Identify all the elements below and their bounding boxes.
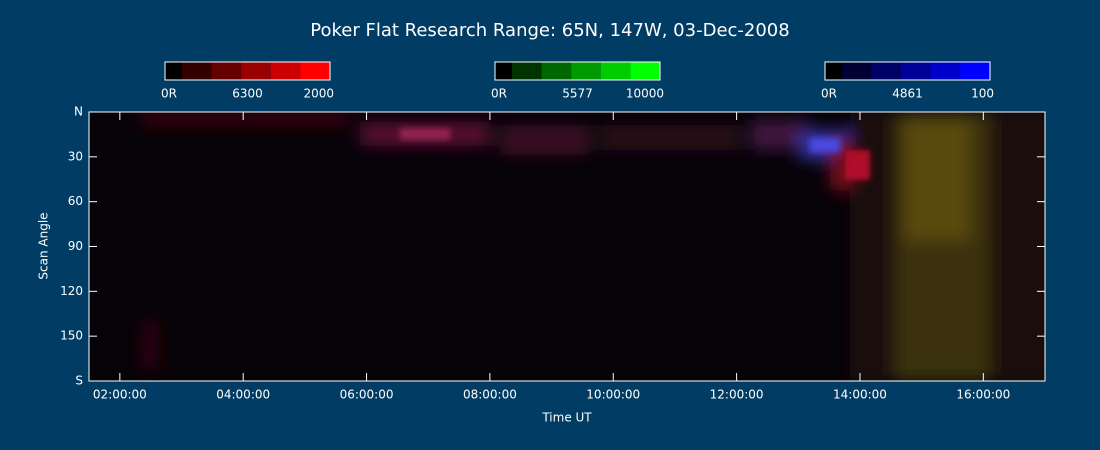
- x-tick-label: 14:00:00: [833, 388, 887, 402]
- colorbar-min-label: 0R: [491, 87, 507, 101]
- colorbar-segment: [165, 62, 182, 80]
- colorbar-segment: [901, 62, 931, 80]
- colorbar-segment: [300, 62, 330, 80]
- colorbar-frame: [494, 61, 661, 81]
- colorbar-name-label: 4861: [892, 87, 923, 101]
- colorbar-segment: [571, 62, 601, 80]
- colorbar-min-label: 0R: [161, 87, 177, 101]
- colorbar-segment: [960, 62, 990, 80]
- x-tick-label: 08:00:00: [463, 388, 517, 402]
- y-tick-label: 30: [68, 149, 83, 163]
- y-tick-label: 90: [68, 239, 83, 253]
- colorbar-segment: [270, 62, 301, 80]
- colorbar-max-label: 2000: [303, 87, 334, 101]
- colorbar-segment: [842, 62, 872, 80]
- x-tick-label: 04:00:00: [216, 388, 270, 402]
- y-tick-label: N: [74, 105, 83, 119]
- x-tick-label: 10:00:00: [586, 388, 640, 402]
- chart-title: Poker Flat Research Range: 65N, 147W, 03…: [310, 20, 789, 41]
- colorbar-segment: [825, 62, 842, 80]
- x-tick-label: 06:00:00: [340, 388, 394, 402]
- y-tick-label: 150: [60, 329, 83, 343]
- colorbar-frame: [164, 61, 331, 81]
- colorbar-segment: [871, 62, 902, 80]
- keogram-detail: [400, 128, 870, 180]
- colorbar-segment: [930, 62, 961, 80]
- x-axis-label: Time UT: [541, 411, 592, 425]
- colorbar-segment: [495, 62, 512, 80]
- colorbar-segment: [600, 62, 631, 80]
- colorbar-name-label: 5577: [562, 87, 593, 101]
- y-axis-label: Scan Angle: [37, 212, 51, 279]
- colorbar-segment: [541, 62, 572, 80]
- colorbar-frame: [824, 61, 991, 81]
- colorbar-segment: [211, 62, 242, 80]
- colorbar-max-label: 100: [971, 87, 994, 101]
- keogram-image: [89, 112, 1045, 381]
- colorbar-segment: [182, 62, 212, 80]
- x-tick-label: 16:00:00: [956, 388, 1010, 402]
- colorbar-segment: [512, 62, 542, 80]
- colorbar-max-label: 10000: [626, 87, 664, 101]
- y-tick-label: 120: [60, 284, 83, 298]
- colorbar-segment: [630, 62, 660, 80]
- keogram-glow: [140, 112, 1045, 381]
- colorbar-min-label: 0R: [821, 87, 837, 101]
- y-tick-label: 60: [68, 194, 83, 208]
- colorbar-segment: [241, 62, 271, 80]
- x-tick-label: 02:00:00: [93, 388, 147, 402]
- y-tick-label: S: [75, 374, 83, 388]
- colorbar-name-label: 6300: [232, 87, 263, 101]
- x-tick-label: 12:00:00: [710, 388, 764, 402]
